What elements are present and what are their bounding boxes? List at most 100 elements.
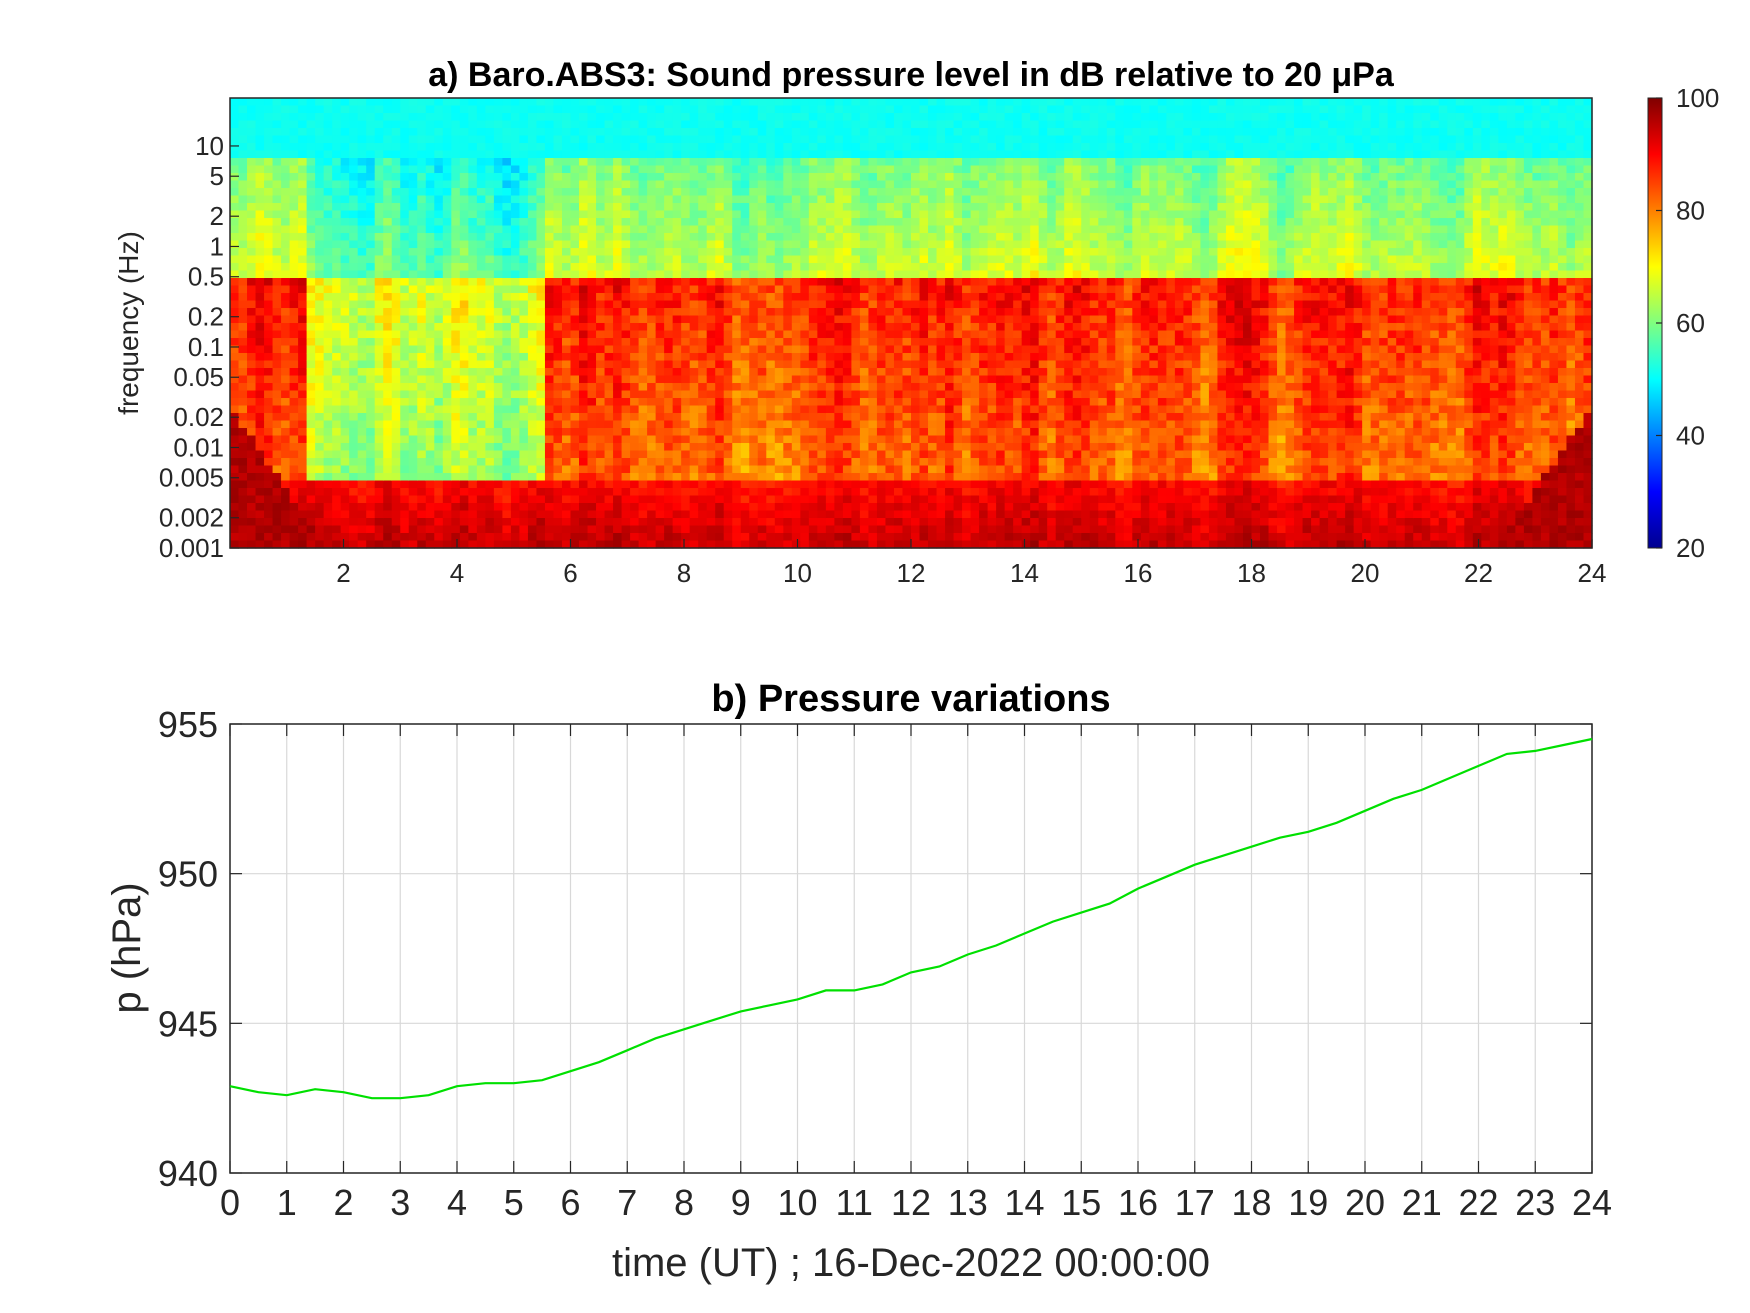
heatmap-cell: [893, 150, 904, 159]
heatmap-cell: [298, 398, 308, 407]
heatmap-cell: [349, 218, 359, 227]
heatmap-cell: [519, 375, 529, 384]
heatmap-cell: [808, 330, 818, 339]
heatmap-cell: [306, 278, 316, 287]
heatmap-cell: [553, 338, 563, 347]
heatmap-cell: [732, 315, 742, 324]
heatmap-cell: [740, 503, 750, 512]
heatmap-cell: [536, 338, 546, 347]
heatmap-cell: [587, 473, 597, 482]
heatmap-cell: [774, 255, 784, 264]
heatmap-cell: [851, 375, 861, 384]
heatmap-cell: [766, 473, 776, 482]
heatmap-cell: [621, 293, 631, 302]
heatmap-cell: [349, 263, 359, 272]
heatmap-cell: [527, 300, 538, 309]
heatmap-cell: [698, 113, 708, 122]
heatmap-cell: [911, 413, 921, 422]
heatmap-cell: [332, 375, 342, 384]
heatmap-cell: [468, 308, 478, 317]
heatmap-cell: [315, 368, 325, 377]
heatmap-cell: [510, 300, 521, 309]
heatmap-cell: [289, 293, 299, 302]
heatmap-cell: [476, 173, 486, 182]
heatmap-cell: [357, 143, 367, 152]
heatmap-cell: [885, 113, 895, 122]
heatmap-cell: [493, 345, 503, 354]
heatmap-cell: [766, 503, 776, 512]
heatmap-cell: [664, 503, 674, 512]
heatmap-cell: [451, 353, 461, 362]
heatmap-cell: [493, 503, 503, 512]
heatmap-cell: [332, 143, 342, 152]
heatmap-cell: [808, 338, 818, 347]
heatmap-cell: [417, 308, 427, 317]
heatmap-cell: [544, 495, 555, 504]
heatmap-cell: [596, 195, 606, 204]
heatmap-cell: [859, 443, 870, 452]
heatmap-cell: [289, 240, 299, 249]
heatmap-cell: [366, 443, 376, 452]
heatmap-cell: [859, 188, 870, 197]
heatmap-cell: [536, 225, 546, 234]
heatmap-cell: [527, 293, 538, 302]
heatmap-cell: [519, 210, 529, 219]
heatmap-cell: [825, 158, 835, 167]
heatmap-cell: [323, 503, 333, 512]
heatmap-cell: [604, 233, 614, 242]
heatmap-cell: [366, 180, 376, 189]
heatmap-cell: [647, 188, 657, 197]
heatmap-cell: [230, 375, 240, 384]
heatmap-cell: [817, 240, 827, 249]
heatmap-cell: [630, 128, 640, 137]
heatmap-cell: [561, 98, 572, 107]
heatmap-cell: [230, 270, 240, 279]
heatmap-cell: [706, 533, 716, 542]
heatmap-cell: [306, 150, 316, 159]
heatmap-cell: [842, 248, 853, 257]
heatmap-cell: [851, 360, 861, 369]
heatmap-cell: [740, 390, 750, 399]
heatmap-cell: [400, 473, 410, 482]
heatmap-cell: [740, 398, 750, 407]
heatmap-cell: [859, 300, 870, 309]
heatmap-cell: [357, 195, 367, 204]
heatmap-cell: [664, 158, 674, 167]
heatmap-cell: [868, 525, 878, 534]
heatmap-cell: [706, 180, 716, 189]
heatmap-cell: [859, 413, 870, 422]
heatmap-cell: [255, 263, 265, 272]
heatmap-cell: [664, 533, 674, 542]
heatmap-cell: [374, 353, 384, 362]
heatmap-cell: [247, 165, 257, 174]
heatmap-cell: [442, 398, 452, 407]
heatmap-cell: [698, 188, 708, 197]
heatmap-cell: [553, 98, 563, 107]
heatmap-cell: [681, 383, 691, 392]
heatmap-cell: [638, 420, 648, 429]
heatmap-cell: [544, 98, 555, 107]
heatmap-cell: [332, 510, 342, 519]
heatmap-cell: [706, 413, 716, 422]
heatmap-cell: [247, 143, 257, 152]
heatmap-cell: [842, 158, 853, 167]
heatmap-cell: [842, 480, 853, 489]
heatmap-cell: [272, 270, 282, 279]
heatmap-cell: [808, 255, 818, 264]
heatmap-cell: [357, 398, 367, 407]
heatmap-cell: [323, 405, 333, 414]
heatmap-cell: [510, 503, 521, 512]
heatmap-cell: [749, 120, 759, 129]
heatmap-cell: [408, 338, 418, 347]
heatmap-cell: [919, 98, 929, 107]
heatmap-cell: [723, 353, 733, 362]
heatmap-cell: [911, 428, 921, 437]
heatmap-cell: [715, 398, 725, 407]
heatmap-cell: [766, 300, 776, 309]
heatmap-cell: [774, 128, 784, 137]
heatmap-cell: [391, 330, 401, 339]
heatmap-cell: [876, 323, 887, 332]
heatmap-cell: [715, 330, 725, 339]
heatmap-cell: [868, 315, 878, 324]
heatmap-cell: [868, 263, 878, 272]
